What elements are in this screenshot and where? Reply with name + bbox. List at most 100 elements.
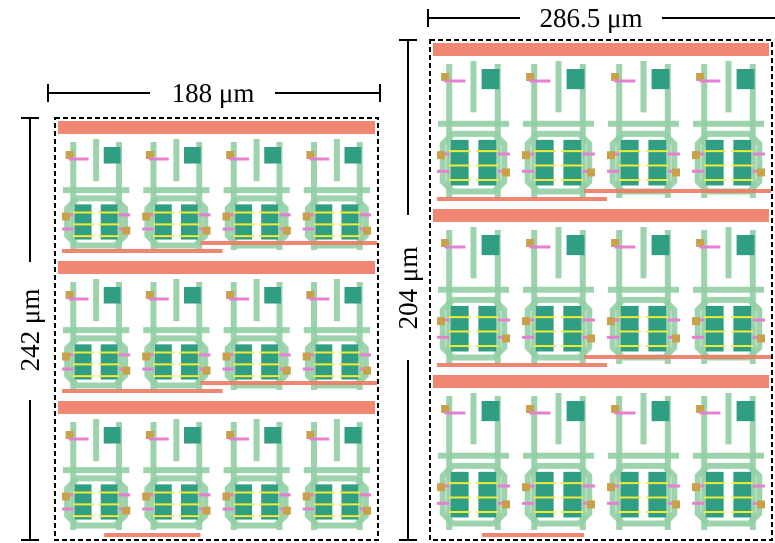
layout-figure: 188 μm 242 μm 286.5 μm 204 μm (0, 0, 775, 543)
transistor (478, 472, 496, 518)
via (672, 334, 680, 342)
left-height-dimension: 242 μm (15, 118, 45, 540)
transistor (478, 140, 496, 186)
diffusion (184, 287, 201, 304)
transistor (478, 306, 496, 352)
power-rail (584, 189, 771, 193)
transistor (75, 204, 92, 239)
transistor (101, 484, 118, 519)
diffusion (737, 235, 755, 255)
via (692, 317, 700, 325)
transistor (621, 140, 639, 186)
diffusion (264, 287, 281, 304)
via (363, 367, 371, 375)
transistor (341, 204, 358, 239)
diffusion (264, 147, 281, 164)
transistor (316, 344, 333, 379)
transistor (706, 472, 724, 518)
transistor (621, 472, 639, 518)
transistor (101, 204, 118, 239)
diffusion (482, 69, 500, 89)
via (522, 151, 530, 159)
via (363, 507, 371, 515)
via (122, 507, 130, 515)
transistor (261, 204, 278, 239)
power-rail (584, 355, 771, 359)
transistor (261, 344, 278, 379)
via (203, 227, 211, 235)
via (587, 334, 595, 342)
transistor (181, 344, 198, 379)
via (607, 317, 615, 325)
power-rail (433, 209, 769, 222)
power-rail (200, 241, 377, 245)
via (672, 168, 680, 176)
power-rail (433, 43, 769, 56)
transistor (316, 484, 333, 519)
transistor (261, 484, 278, 519)
via (757, 168, 765, 176)
power-rail (433, 375, 769, 388)
via (303, 353, 311, 361)
diffusion (652, 401, 670, 421)
transistor (648, 140, 666, 186)
via (62, 493, 70, 501)
diffusion (264, 427, 281, 444)
via (223, 353, 231, 361)
via (692, 483, 700, 491)
via (437, 317, 445, 325)
power-rail (58, 401, 375, 414)
transistor (648, 472, 666, 518)
transistor (316, 204, 333, 239)
power-rail (104, 533, 200, 537)
diffusion (482, 235, 500, 255)
transistor (235, 344, 252, 379)
diffusion (184, 147, 201, 164)
dimension-label: 188 μm (172, 78, 255, 108)
via (502, 334, 510, 342)
via (607, 483, 615, 491)
via (223, 213, 231, 221)
transistor (563, 472, 581, 518)
diffusion (737, 401, 755, 421)
transistor (621, 306, 639, 352)
diffusion (104, 287, 121, 304)
power-rail (58, 261, 375, 274)
left-width-dimension: 188 μm (48, 78, 380, 108)
diffusion (104, 147, 121, 164)
via (142, 353, 150, 361)
power-rail (437, 363, 607, 367)
via (607, 151, 615, 159)
power-rail (62, 249, 223, 253)
via (203, 367, 211, 375)
diffusion (345, 287, 362, 304)
transistor (341, 344, 358, 379)
transistor (733, 306, 751, 352)
transistor (181, 484, 198, 519)
via (587, 168, 595, 176)
transistor (235, 204, 252, 239)
via (303, 493, 311, 501)
transistor (341, 484, 358, 519)
transistor (648, 306, 666, 352)
dimension-label: 242 μm (15, 289, 45, 372)
via (62, 353, 70, 361)
via (587, 500, 595, 508)
transistor (101, 344, 118, 379)
dimension-label: 204 μm (393, 247, 423, 330)
transistor (563, 140, 581, 186)
via (283, 507, 291, 515)
diffusion (652, 235, 670, 255)
transistor (451, 472, 469, 518)
dimension-label: 286.5 μm (540, 3, 643, 33)
transistor (235, 484, 252, 519)
transistor (536, 306, 554, 352)
diffusion (737, 69, 755, 89)
via (502, 168, 510, 176)
power-rail (482, 533, 584, 537)
transistor (181, 204, 198, 239)
transistor (75, 344, 92, 379)
via (692, 151, 700, 159)
diffusion (567, 235, 585, 255)
via (672, 500, 680, 508)
